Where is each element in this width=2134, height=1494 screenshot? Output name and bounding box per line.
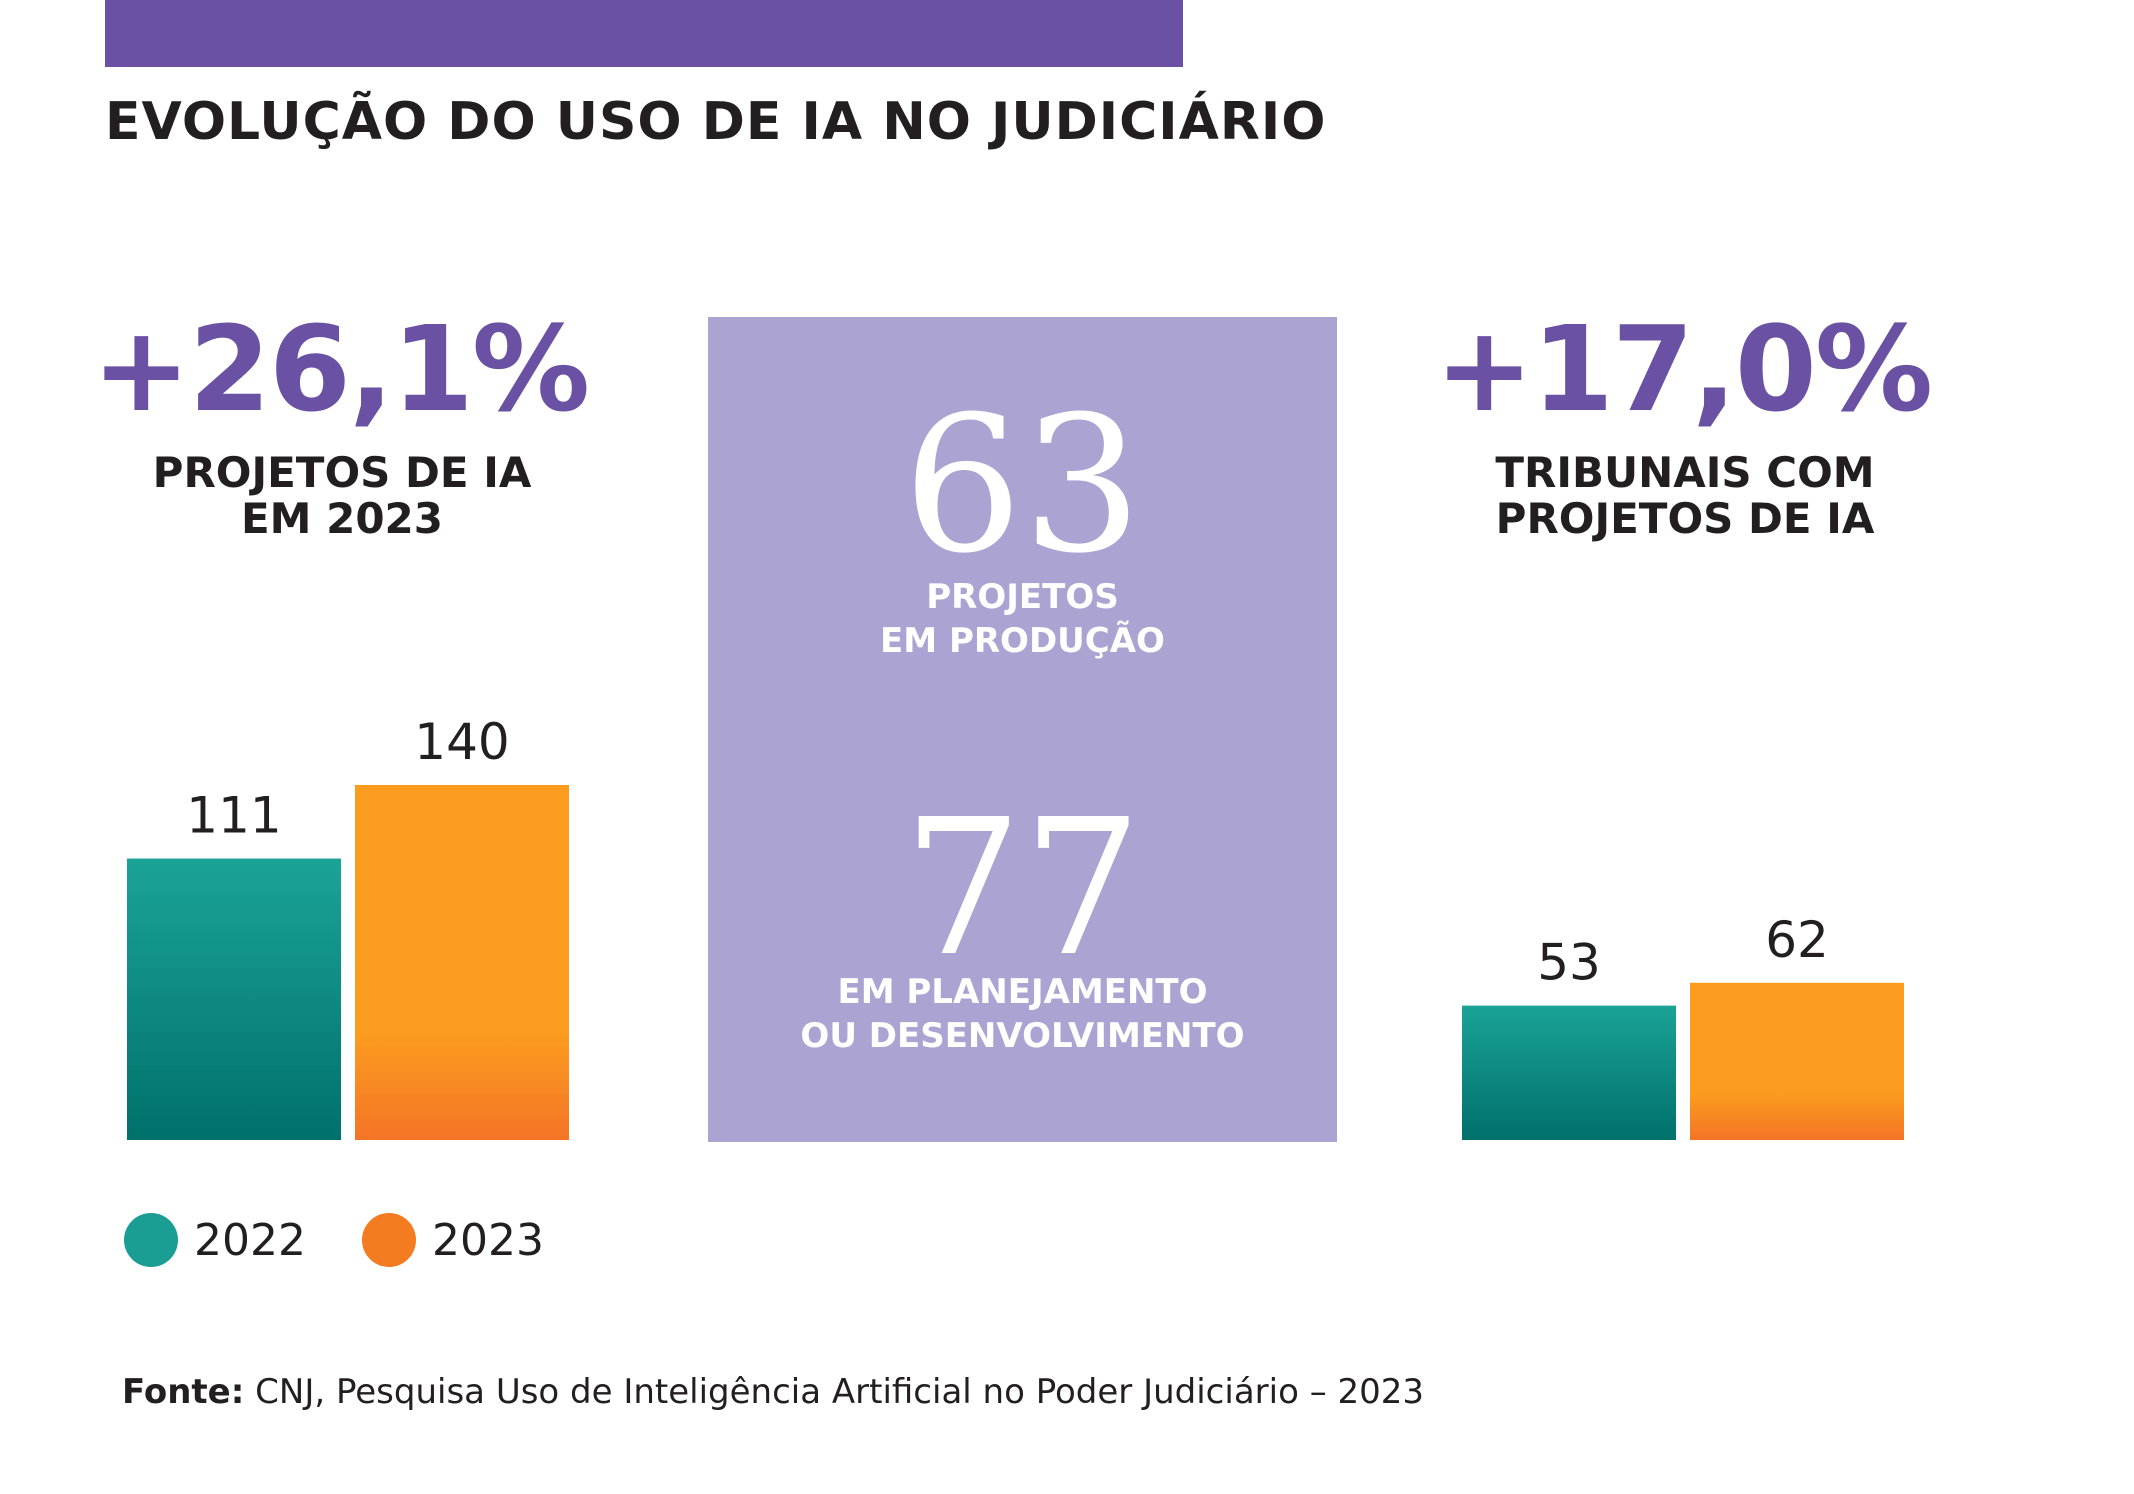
production-value: 63 <box>902 376 1143 595</box>
legend-item-2022: 2022 <box>124 1213 306 1267</box>
source-note: Fonte: CNJ, Pesquisa Uso de Inteligência… <box>122 1372 1424 1412</box>
projects-chart-bar-2022 <box>127 858 341 1140</box>
courts-chart-bar-2023 <box>1690 982 1904 1140</box>
production-caption-line1: PROJETOS <box>926 577 1119 617</box>
legend-label-2022: 2022 <box>194 1214 306 1266</box>
left-caption-line1: PROJETOS DE IA <box>152 448 532 497</box>
planning-value: 77 <box>902 779 1143 998</box>
projects-chart-bar-2023 <box>355 785 569 1140</box>
source-text: CNJ, Pesquisa Uso de Inteligência Artifi… <box>255 1372 1425 1412</box>
right-percent-stat: +17,0% <box>1434 300 1933 438</box>
legend-dot-2022 <box>124 1213 178 1267</box>
right-stat-caption: TRIBUNAIS COM PROJETOS DE IA <box>1385 450 1985 542</box>
courts-chart-value-label-2023: 62 <box>1765 911 1829 969</box>
production-caption: PROJETOS EM PRODUÇÃO <box>708 575 1337 663</box>
chart-title: EVOLUÇÃO DO USO DE IA NO JUDICIÁRIO <box>105 92 1327 152</box>
legend-label-2023: 2023 <box>431 1214 544 1266</box>
chart-legend: 2022 2023 <box>124 1210 600 1270</box>
right-caption-line1: TRIBUNAIS COM <box>1495 448 1875 497</box>
legend-item-2023: 2023 <box>361 1213 544 1267</box>
legend-dot-2023 <box>361 1213 416 1267</box>
planning-caption-line1: EM PLANEJAMENTO <box>837 972 1208 1012</box>
projects-chart-value-label-2022: 111 <box>186 787 281 845</box>
left-caption-line2: EM 2023 <box>240 494 443 543</box>
planning-caption: EM PLANEJAMENTO OU DESENVOLVIMENTO <box>708 970 1337 1058</box>
right-caption-line2: PROJETOS DE IA <box>1495 494 1875 543</box>
production-caption-line2: EM PRODUÇÃO <box>880 621 1165 661</box>
left-percent-stat: +26,1% <box>91 300 590 438</box>
source-label: Fonte: <box>122 1372 245 1412</box>
planning-caption-line2: OU DESENVOLVIMENTO <box>800 1016 1245 1056</box>
header-accent-bar <box>105 0 1183 67</box>
projects-chart-value-label-2023: 140 <box>414 713 509 771</box>
center-summary-box: 63 PROJETOS EM PRODUÇÃO 77 EM PLANEJAMEN… <box>708 317 1337 1142</box>
courts-chart-bar-2022 <box>1462 1005 1676 1140</box>
left-stat-caption: PROJETOS DE IA EM 2023 <box>42 450 642 542</box>
courts-chart-value-label-2022: 53 <box>1537 934 1601 992</box>
